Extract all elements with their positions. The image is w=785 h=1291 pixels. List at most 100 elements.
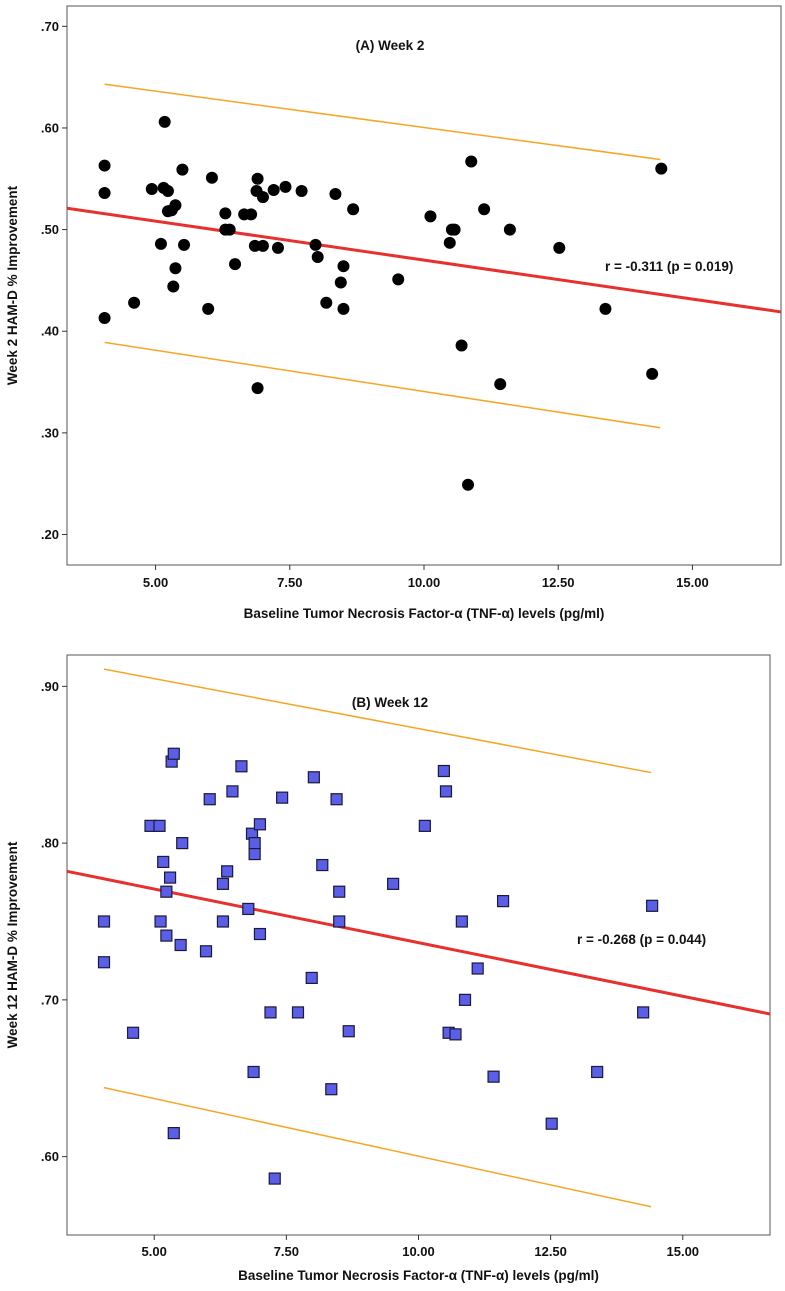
data-point [221,865,234,878]
y-axis-title: Week 12 HAM-D % Improvement [5,841,20,1048]
data-point [392,273,405,286]
data-point [599,302,612,315]
data-point [424,210,437,223]
data-point [202,302,215,315]
data-point [333,915,346,928]
ci-upper-line [103,668,652,774]
data-point [342,1025,355,1038]
data-point [248,847,261,861]
data-point [333,885,346,898]
x-tick-label: 5.00 [143,575,168,590]
y-tick-label: .50 [41,222,59,237]
x-tick-label: 5.00 [142,1244,167,1259]
chart-panel-2: .60 .70 .80 .90 5.00 7.50 10.00 12.50 15.00 Basel… [5,654,771,1283]
data-point [455,339,468,352]
data-point [553,241,566,254]
regression-line [66,206,782,314]
chart-panel-1: .20 .30 .40 .50 .60 .70 5.00 7.50 10.00 12.50 15.0… [5,5,782,621]
data-point [154,237,167,250]
data-point [418,819,431,832]
data-point [591,1065,604,1079]
chart-title: (A) Week 2 [356,38,425,53]
x-tick-label: 12.50 [534,1244,567,1259]
data-point [216,877,230,890]
y-tick-label: .20 [41,527,59,542]
data-point [216,915,230,928]
data-point [646,899,659,912]
data-point [163,871,177,884]
data-point [545,1117,558,1130]
data-point [291,1006,305,1019]
x-tick-label: 7.50 [277,575,302,590]
data-point [295,184,308,197]
data-point [126,1026,140,1039]
data-point [437,764,450,778]
data-point [305,971,318,985]
data-point [145,182,158,195]
data-point [160,885,173,898]
data-point [153,819,166,832]
x-axis-title: Baseline Tumor Necrosis Factor-α (TNF-α)… [238,1268,599,1283]
data-point [229,258,242,271]
x-tick-label: 7.50 [274,1244,299,1259]
data-point [242,902,255,916]
correlation-annotation: r = -0.268 (p = 0.044) [577,932,706,947]
y-tick-label: .80 [41,836,59,851]
data-point [199,945,213,958]
data-point [320,296,333,309]
correlation-annotation: r = -0.311 (p = 0.019) [605,259,733,274]
data-point [169,199,182,212]
data-point [251,172,264,185]
data-point [98,312,111,325]
data-point [646,367,659,380]
data-point [337,302,350,315]
data-point [337,260,350,273]
data-point [251,382,264,395]
data-point [465,155,478,168]
data-point [316,858,329,872]
data-point [253,818,267,831]
data-point [307,771,320,784]
data-point [154,915,167,928]
data-point [279,180,292,193]
data-point [503,223,516,236]
x-tick-label: 15.00 [667,1244,700,1259]
data-point [267,183,280,196]
data-point [219,207,232,220]
y-tick-label: .70 [41,19,59,34]
data-point [167,1127,180,1140]
y-tick-label: .30 [41,425,59,440]
data-point [226,785,239,798]
data-point [443,236,456,249]
data-point [448,223,461,236]
data-point [494,378,507,391]
data-point [637,1006,650,1019]
x-tick-label: 10.00 [402,1244,435,1259]
data-point [178,238,191,251]
data-point [158,115,171,128]
data-point [449,1028,462,1041]
data-point [253,927,267,941]
data-point [245,208,258,221]
data-point [203,793,216,806]
data-point [128,296,141,309]
data-point [471,962,484,975]
data-point [98,159,111,172]
y-tick-label: .90 [41,679,59,694]
data-point [248,837,261,850]
data-point [387,877,400,890]
y-tick-label: .40 [41,324,59,339]
y-axis-title: Week 2 HAM-D % Improvement [5,185,20,385]
data-point [455,915,468,928]
x-tick-label: 12.50 [542,575,575,590]
x-tick-label: 10.00 [408,575,441,590]
data-point [176,837,189,850]
data-point [97,956,111,969]
y-tick-label: .70 [41,992,59,1007]
data-point [169,262,182,275]
data-point [167,747,180,760]
data-point [176,163,189,176]
regression-line [66,869,771,1016]
data-point [247,1065,260,1079]
data-point [235,760,248,773]
